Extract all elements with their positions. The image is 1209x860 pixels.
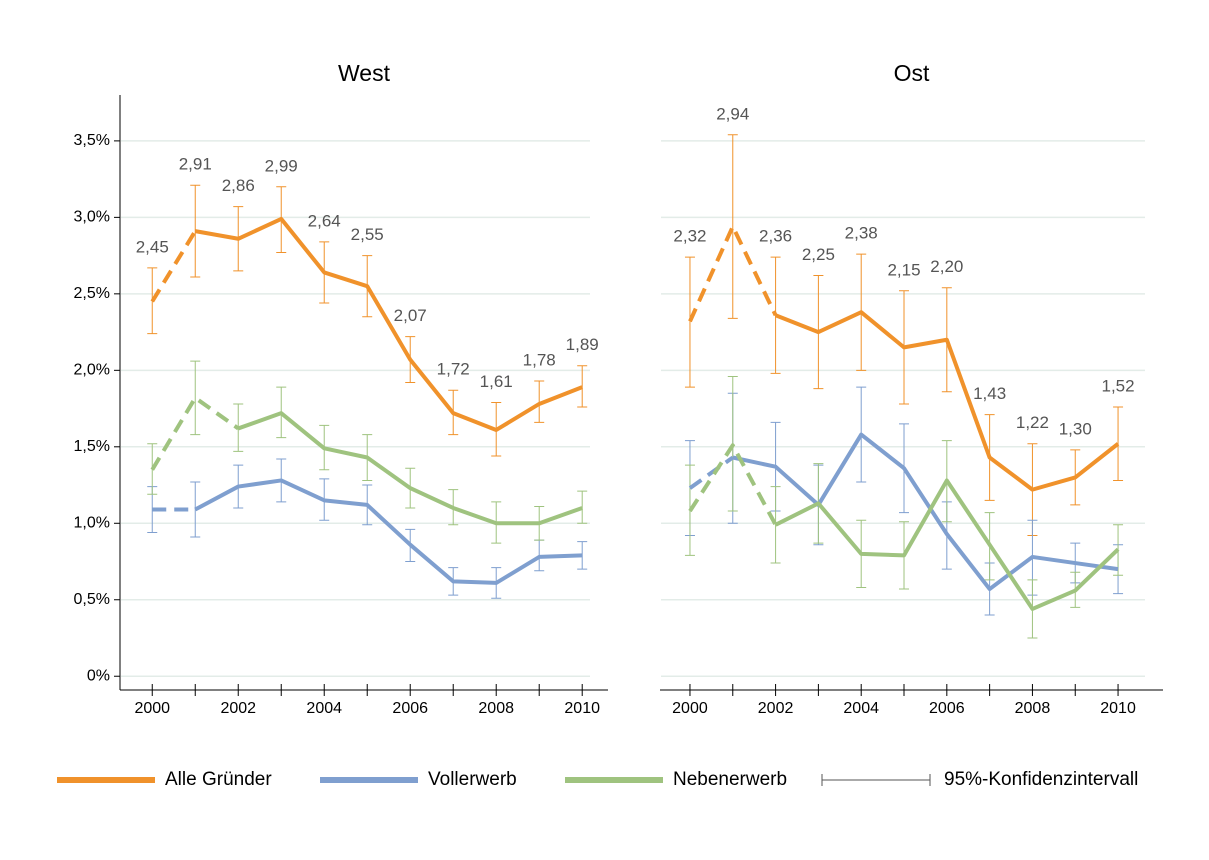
data-label: 2,25: [802, 245, 835, 264]
error-bar: [190, 184, 201, 278]
x-tick-label: 2004: [843, 700, 879, 717]
error-bar: [577, 541, 588, 570]
data-label: 2,38: [845, 224, 878, 243]
panel-title: West: [338, 60, 391, 86]
data-label: 2,36: [759, 227, 792, 246]
y-tick-label: 1,5%: [74, 438, 110, 455]
data-label: 1,22: [1016, 413, 1049, 432]
data-label: 1,78: [523, 351, 556, 370]
y-tick-label: 3,5%: [74, 132, 110, 149]
x-tick-label: 2008: [1015, 700, 1051, 717]
data-label: 1,72: [437, 360, 470, 379]
data-label: 2,91: [179, 155, 212, 174]
line: [774, 310, 1120, 492]
error-bar: [684, 256, 695, 388]
x-tick-label: 2004: [306, 700, 342, 717]
data-label: 1,61: [480, 372, 513, 391]
error-bar: [190, 481, 201, 538]
error-bar: [577, 365, 588, 408]
line: [774, 478, 1120, 611]
data-label: 2,15: [887, 260, 920, 279]
error-bar: [727, 134, 738, 319]
data-label: 2,20: [930, 257, 963, 276]
error-bar: [190, 360, 201, 436]
line: [732, 432, 1119, 592]
x-tick-label: 2010: [564, 700, 600, 717]
line-dashed: [688, 224, 778, 323]
line-dashed: [150, 395, 240, 471]
data-label: 2,64: [308, 211, 341, 230]
line-dashed: [688, 455, 734, 490]
line: [237, 411, 583, 526]
panel-title: Ost: [894, 60, 930, 86]
data-label: 1,43: [973, 384, 1006, 403]
y-tick-label: 2,0%: [74, 362, 110, 379]
data-label: 2,07: [394, 306, 427, 325]
x-tick-label: 2006: [392, 700, 428, 717]
line: [194, 478, 583, 585]
legend-label: Nebenerwerb: [673, 769, 787, 790]
error-bar: [534, 380, 545, 423]
data-label: 2,94: [716, 104, 749, 123]
data-label: 1,89: [566, 335, 599, 354]
legend-label: 95%-Konfidenzintervall: [944, 769, 1138, 790]
x-tick-label: 2010: [1100, 700, 1136, 717]
legend-ci-symbol: [821, 774, 931, 786]
data-label: 2,86: [222, 176, 255, 195]
line-dashed: [688, 443, 778, 526]
data-label: 2,55: [351, 225, 384, 244]
y-tick-label: 0,5%: [74, 591, 110, 608]
data-label: 1,52: [1102, 377, 1135, 396]
x-tick-label: 2006: [929, 700, 965, 717]
y-tick-label: 0%: [87, 667, 110, 684]
data-label: 2,45: [136, 237, 169, 256]
y-tick-label: 2,5%: [74, 285, 110, 302]
data-label: 2,99: [265, 156, 298, 175]
line-dashed: [150, 230, 197, 303]
data-label: 2,32: [673, 227, 706, 246]
x-tick-label: 2008: [478, 700, 514, 717]
line: [194, 216, 583, 432]
error-bar: [577, 490, 588, 524]
x-tick-label: 2002: [220, 700, 256, 717]
x-tick-label: 2000: [672, 700, 708, 717]
data-label: 1,30: [1059, 419, 1092, 438]
x-tick-label: 2002: [758, 700, 794, 717]
legend-label: Vollerwerb: [428, 769, 517, 790]
x-tick-label: 2000: [134, 700, 170, 717]
legend-label: Alle Gründer: [165, 769, 272, 790]
y-tick-label: 3,0%: [74, 209, 110, 226]
y-tick-label: 1,0%: [74, 514, 110, 531]
